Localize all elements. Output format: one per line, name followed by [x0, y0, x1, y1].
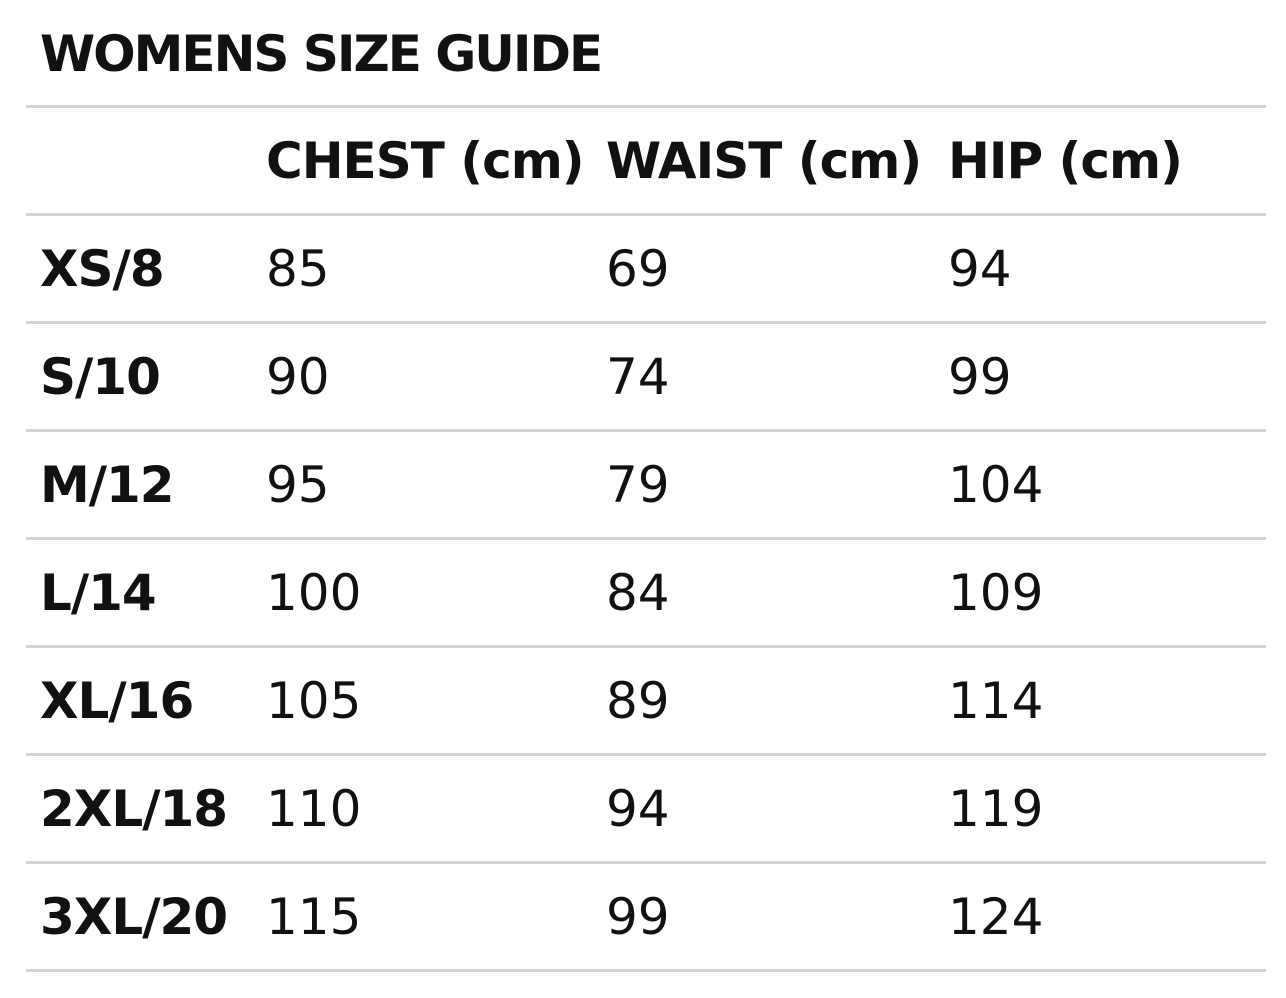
- measurement: 114: [934, 645, 1266, 755]
- size-label: 2XL/18: [26, 753, 252, 863]
- size-label: XL/16: [26, 645, 252, 755]
- size-row: 3XL/20 115 99 124: [26, 861, 1266, 972]
- size-label: S/10: [26, 321, 252, 431]
- size-label: L/14: [26, 537, 252, 647]
- size-row: 2XL/18 110 94 119: [26, 753, 1266, 863]
- size-row: XL/16 105 89 114: [26, 645, 1266, 755]
- corner-cell: [26, 105, 252, 215]
- size-label: XS/8: [26, 213, 252, 323]
- measurement: 85: [252, 213, 592, 323]
- measurement: 109: [934, 537, 1266, 647]
- size-row: S/10 90 74 99: [26, 321, 1266, 431]
- measurement: 100: [252, 537, 592, 647]
- measurement: 89: [592, 645, 934, 755]
- size-row: XS/8 85 69 94: [26, 213, 1266, 323]
- measurement: 99: [934, 321, 1266, 431]
- measurement: 105: [252, 645, 592, 755]
- measurement: 90: [252, 321, 592, 431]
- measurement: 99: [592, 861, 934, 972]
- measurement: 119: [934, 753, 1266, 863]
- measurement: 104: [934, 429, 1266, 539]
- measurement: 94: [934, 213, 1266, 323]
- size-label: M/12: [26, 429, 252, 539]
- size-label: 3XL/20: [26, 861, 252, 972]
- measurement: 79: [592, 429, 934, 539]
- measurement: 95: [252, 429, 592, 539]
- measurement: 94: [592, 753, 934, 863]
- column-header: CHEST (cm): [252, 105, 592, 215]
- size-row: M/12 95 79 104: [26, 429, 1266, 539]
- measurement: 115: [252, 861, 592, 972]
- measurement: 69: [592, 213, 934, 323]
- size-row: L/14 100 84 109: [26, 537, 1266, 647]
- measurement: 74: [592, 321, 934, 431]
- measurement: 124: [934, 861, 1266, 972]
- size-table: CHEST (cm) WAIST (cm) HIP (cm) XS/8 85 69 94 S…: [26, 105, 1266, 972]
- measurement: 84: [592, 537, 934, 647]
- measurement: 110: [252, 753, 592, 863]
- column-header: WAIST (cm): [592, 105, 934, 215]
- column-header: HIP (cm): [934, 105, 1266, 215]
- header-row: CHEST (cm) WAIST (cm) HIP (cm): [26, 105, 1266, 215]
- title: WOMENS SIZE GUIDE: [40, 25, 603, 83]
